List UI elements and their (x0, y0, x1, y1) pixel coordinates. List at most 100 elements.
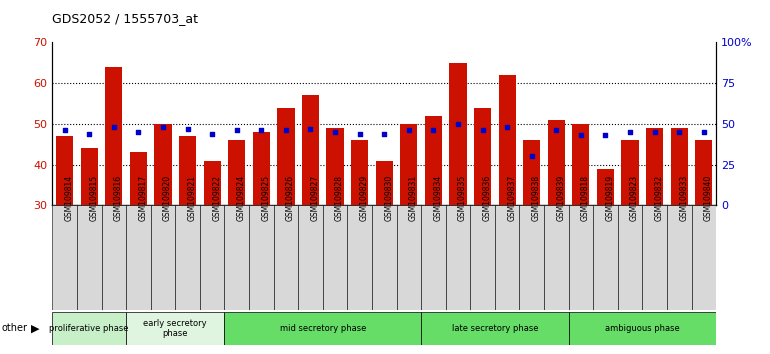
Text: GSM109832: GSM109832 (654, 175, 664, 221)
Text: GSM109820: GSM109820 (163, 175, 172, 221)
Bar (302, 96, 319, 205)
Point (452, 121, 464, 127)
Point (501, 124, 514, 130)
Text: other: other (2, 323, 28, 333)
Point (353, 131, 366, 137)
Bar (298, 205, 323, 310)
Bar (568, 205, 593, 310)
Bar (520, 205, 544, 310)
Bar (52, 205, 77, 310)
Text: ▶: ▶ (31, 323, 39, 333)
Bar (421, 312, 568, 345)
Point (206, 131, 219, 137)
Bar (498, 75, 516, 205)
Text: GSM109830: GSM109830 (384, 175, 393, 221)
Bar (81, 148, 98, 205)
Bar (400, 124, 417, 205)
Text: GSM109821: GSM109821 (188, 175, 196, 221)
Point (157, 124, 169, 130)
Point (427, 127, 440, 133)
Bar (695, 140, 712, 205)
Point (673, 129, 685, 135)
Bar (376, 161, 393, 205)
Bar (228, 140, 246, 205)
Text: GSM109828: GSM109828 (335, 175, 344, 221)
Bar (450, 63, 467, 205)
Bar (351, 140, 368, 205)
Point (574, 132, 587, 138)
Text: GSM109837: GSM109837 (507, 175, 516, 221)
Text: GSM109825: GSM109825 (261, 175, 270, 221)
Text: GSM109823: GSM109823 (630, 175, 639, 221)
Point (403, 127, 415, 133)
Text: late secretory phase: late secretory phase (451, 324, 538, 333)
Point (83, 131, 95, 137)
Bar (102, 205, 126, 310)
Bar (646, 128, 663, 205)
Point (648, 129, 661, 135)
Bar (572, 124, 590, 205)
Bar (642, 205, 667, 310)
Bar (474, 108, 491, 205)
Bar (597, 169, 614, 205)
Text: GSM109817: GSM109817 (139, 175, 147, 221)
Bar (397, 205, 421, 310)
Bar (105, 67, 122, 205)
Bar (176, 205, 200, 310)
Point (182, 126, 194, 132)
Text: GSM109836: GSM109836 (483, 175, 491, 221)
Point (255, 127, 267, 133)
Bar (544, 205, 568, 310)
Text: GSM109814: GSM109814 (65, 175, 74, 221)
Bar (691, 205, 716, 310)
Text: GSM109831: GSM109831 (409, 175, 418, 221)
Bar (253, 132, 270, 205)
Text: GSM109824: GSM109824 (236, 175, 246, 221)
Bar (593, 205, 618, 310)
Bar (77, 205, 102, 310)
Point (526, 154, 538, 159)
Bar (667, 205, 691, 310)
Text: GSM109827: GSM109827 (310, 175, 320, 221)
Text: GSM109826: GSM109826 (286, 175, 295, 221)
Text: GSM109818: GSM109818 (581, 175, 590, 221)
Bar (618, 205, 642, 310)
Point (59, 127, 71, 133)
Point (599, 132, 611, 138)
Text: early secretory
phase: early secretory phase (143, 319, 207, 338)
Bar (671, 128, 688, 205)
Point (477, 127, 489, 133)
Text: GSM109816: GSM109816 (114, 175, 123, 221)
Bar (126, 312, 224, 345)
Bar (347, 205, 372, 310)
Bar (126, 205, 151, 310)
Point (378, 131, 390, 137)
Bar (273, 205, 298, 310)
Bar (56, 136, 73, 205)
Bar (425, 116, 442, 205)
Bar (421, 205, 446, 310)
Bar (523, 140, 541, 205)
Bar (547, 120, 565, 205)
Bar (495, 205, 520, 310)
Text: proliferative phase: proliferative phase (49, 324, 129, 333)
Text: GSM109840: GSM109840 (704, 175, 713, 221)
Bar (470, 205, 495, 310)
Bar (224, 205, 249, 310)
Bar (154, 124, 172, 205)
Bar (179, 136, 196, 205)
Text: GSM109833: GSM109833 (679, 175, 688, 221)
Bar (249, 205, 273, 310)
Bar (446, 205, 470, 310)
Text: GSM109829: GSM109829 (360, 175, 369, 221)
Point (304, 126, 316, 132)
Bar (151, 205, 176, 310)
Text: GSM109834: GSM109834 (434, 175, 443, 221)
Bar (52, 312, 126, 345)
Bar (621, 140, 638, 205)
Bar (200, 205, 224, 310)
Point (230, 127, 243, 133)
Bar (277, 108, 294, 205)
Text: GSM109838: GSM109838 (532, 175, 541, 221)
Point (329, 129, 341, 135)
